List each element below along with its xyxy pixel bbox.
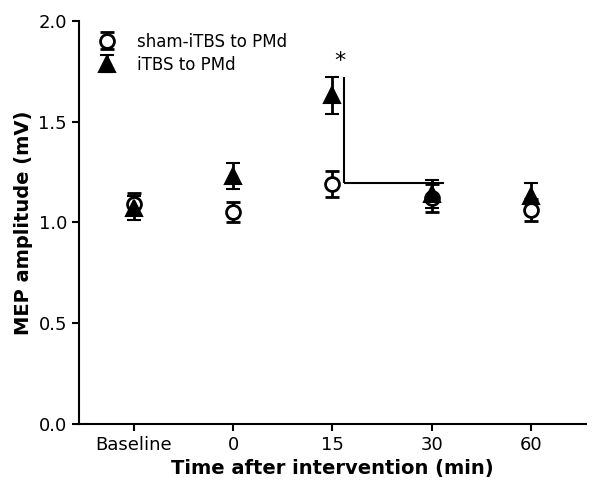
Text: *: * <box>334 51 345 71</box>
Y-axis label: MEP amplitude (mV): MEP amplitude (mV) <box>14 110 33 335</box>
Legend: sham-iTBS to PMd, iTBS to PMd: sham-iTBS to PMd, iTBS to PMd <box>87 29 290 77</box>
X-axis label: Time after intervention (min): Time after intervention (min) <box>171 459 494 478</box>
